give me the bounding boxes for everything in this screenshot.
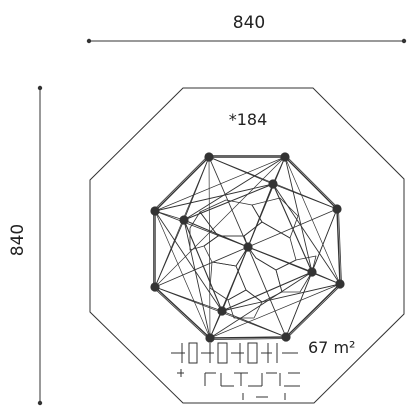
dome-rope	[272, 183, 313, 273]
climbing-dome	[150, 152, 345, 343]
area-label: 67 m²	[308, 338, 355, 357]
dome-rope	[154, 246, 249, 288]
dome-hub	[217, 306, 227, 316]
dome-rope	[221, 283, 341, 312]
dome-rope	[272, 183, 341, 285]
dome-rope	[284, 156, 341, 285]
dome-rope	[154, 183, 274, 212]
dome-rope	[221, 246, 249, 312]
dome-rope	[154, 156, 286, 212]
dome-hub	[268, 179, 278, 189]
dome-rope	[285, 155, 339, 209]
dome-rope	[183, 219, 211, 339]
net-cell	[275, 255, 317, 293]
dome-rope	[154, 286, 211, 339]
dome-hub	[243, 242, 253, 252]
dome-rope	[311, 271, 341, 285]
net-cell	[203, 235, 249, 267]
dome-rope	[154, 156, 210, 212]
dome-rope	[183, 156, 286, 221]
dome-hub	[204, 152, 214, 162]
product-code-label: *184	[229, 110, 268, 129]
dome-hub	[280, 152, 290, 162]
dome-rope	[286, 284, 342, 339]
dome-rope	[284, 156, 313, 273]
dome-rope	[284, 156, 338, 210]
dome-rope	[153, 155, 209, 211]
net-cell	[235, 246, 283, 303]
dome-hub	[281, 332, 291, 342]
dome-hub	[150, 282, 160, 292]
height-dimension-label: 840	[8, 224, 28, 256]
dome-rope	[154, 210, 211, 339]
dome-rope	[209, 338, 287, 340]
net-cell	[251, 197, 299, 239]
dome-rope	[183, 183, 274, 221]
dome-hub	[150, 206, 160, 216]
dome-rope	[247, 183, 274, 248]
dome-hub	[335, 279, 345, 289]
dome-hub	[179, 215, 189, 225]
dome-rope	[154, 156, 286, 288]
dome-hub	[307, 267, 317, 277]
dome-hub	[205, 333, 215, 343]
dome-rope	[153, 287, 210, 340]
dome-rope	[247, 246, 313, 273]
dome-rope	[336, 208, 341, 285]
dome-rope	[209, 310, 223, 339]
net-cell	[227, 289, 263, 319]
fall-surface-pattern	[171, 342, 300, 400]
dome-rope	[208, 156, 211, 339]
dome-rope	[209, 271, 313, 339]
dome-hub	[332, 204, 342, 214]
dome-rope	[221, 271, 313, 312]
width-dimension-label: 840	[233, 13, 265, 33]
dome-rope	[154, 210, 223, 312]
dome-rope	[209, 283, 341, 339]
dome-rope	[338, 208, 342, 285]
height-dimension: 840	[8, 85, 43, 406]
net-cell	[189, 211, 219, 251]
safety-area-octagon	[89, 87, 405, 404]
dome-rope	[209, 336, 287, 339]
width-dimension: 840	[86, 13, 407, 44]
dome-rope	[285, 283, 341, 338]
